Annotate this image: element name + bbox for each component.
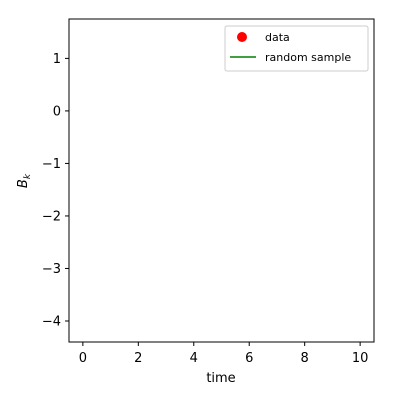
legend-random-sample-label: random sample [265, 51, 351, 64]
x-axis: 0 2 4 6 8 10 [79, 342, 369, 366]
y-tick-label: −1 [42, 157, 61, 172]
legend-data-label: data [265, 31, 290, 44]
x-tick-label: 2 [134, 351, 142, 366]
y-axis-label: Bk [16, 173, 33, 188]
y-axis-label-main: B [16, 179, 31, 188]
legend: data random sample [224, 25, 369, 72]
y-tick-label: −3 [42, 262, 61, 277]
legend-data-marker [237, 32, 247, 42]
y-axis-label-subscript: k [23, 173, 33, 179]
y-tick-label: 0 [53, 104, 61, 119]
y-axis: 1 0 −1 −2 −3 −4 [42, 52, 69, 329]
legend-box [224, 25, 369, 72]
plot-area [69, 19, 374, 342]
x-tick-label: 4 [190, 351, 198, 366]
x-axis-label: time [206, 371, 235, 386]
y-tick-label: 1 [53, 52, 61, 67]
x-tick-label: 8 [301, 351, 309, 366]
x-tick-label: 10 [352, 351, 369, 366]
axes-frame [68, 18, 375, 343]
x-tick-label: 0 [79, 351, 87, 366]
y-tick-label: −4 [42, 314, 61, 329]
x-tick-label: 6 [245, 351, 253, 366]
plot-background [69, 19, 374, 342]
y-tick-label: −2 [42, 209, 61, 224]
